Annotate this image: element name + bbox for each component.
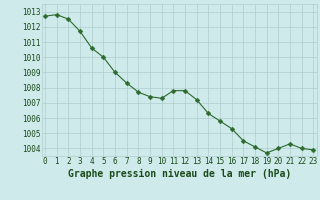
X-axis label: Graphe pression niveau de la mer (hPa): Graphe pression niveau de la mer (hPa) [68, 169, 291, 179]
